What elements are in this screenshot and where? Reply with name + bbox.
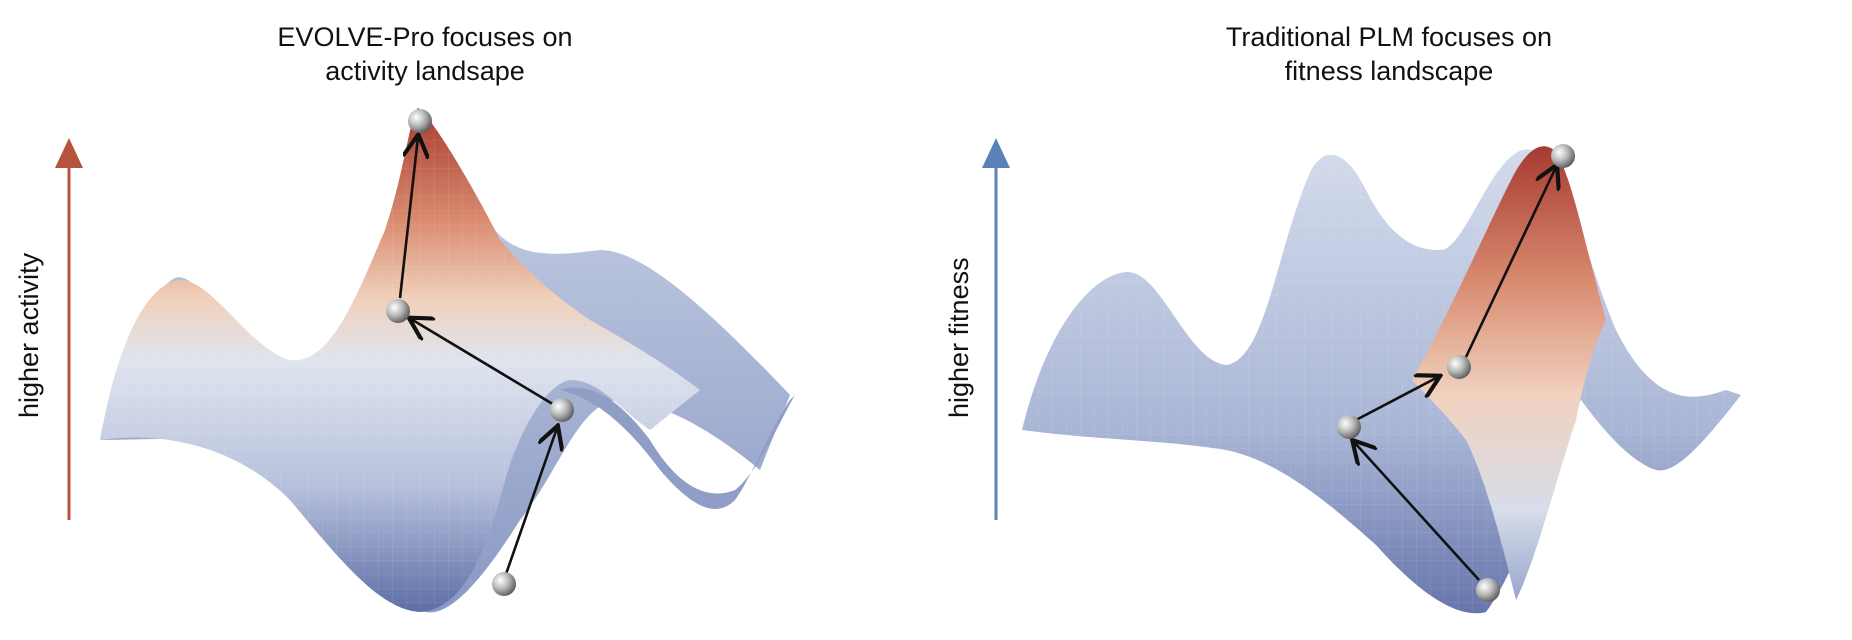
ball-start — [1476, 578, 1500, 602]
ball-step-1 — [550, 398, 574, 422]
panel-title: EVOLVE-Pro focuses on activity landsape — [165, 20, 685, 88]
axis-label: higher activity — [14, 252, 44, 418]
ball-peak — [408, 109, 432, 133]
surface-right-trough — [560, 387, 795, 509]
path-arrow-2 — [411, 319, 557, 408]
title-line-1: EVOLVE-Pro focuses on — [277, 22, 573, 52]
ball-step-1 — [1337, 415, 1361, 439]
ball-step-2 — [386, 299, 410, 323]
activity-landscape-surface — [55, 108, 795, 613]
path-arrow-3 — [1464, 167, 1556, 358]
axis-label: higher fitness — [944, 257, 974, 418]
title-line-2: fitness landscape — [1284, 56, 1494, 86]
panel-evolve-pro: EVOLVE-Pro focuses on activity landsape … — [14, 20, 795, 613]
path-arrow-2 — [1355, 377, 1438, 422]
fitness-landscape-surface — [982, 138, 1741, 614]
panel-title: Traditional PLM focuses on fitness lands… — [926, 20, 1852, 88]
ball-step-2 — [1447, 355, 1471, 379]
panel-traditional-plm: Traditional PLM focuses on fitness lands… — [926, 0, 1852, 640]
path-arrow-3 — [398, 137, 418, 299]
path-arrow-1 — [504, 428, 557, 575]
title-line-1: Traditional PLM focuses on — [1225, 22, 1553, 52]
path-arrow-1 — [1354, 442, 1480, 581]
ball-peak — [1551, 144, 1575, 168]
axis-arrow-up — [982, 138, 1010, 520]
surface-fitness-peak — [1412, 146, 1606, 600]
axis-arrow-up — [55, 138, 83, 520]
title-line-2: activity landsape — [325, 56, 525, 86]
ball-start — [492, 572, 516, 596]
